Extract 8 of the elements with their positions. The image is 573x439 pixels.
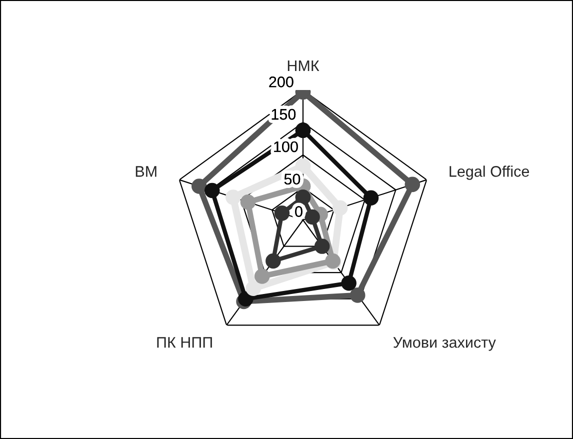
spoke-label: ПК НПП xyxy=(157,337,212,348)
spoke-label: Legal Office xyxy=(450,166,530,180)
y-tick-label: 200 xyxy=(269,76,294,88)
y-tick-label: 50 xyxy=(284,174,300,185)
spoke-label: Умови захисту xyxy=(393,337,496,351)
spoke-label: НМК xyxy=(288,60,320,72)
y-tick-label: 0 xyxy=(295,206,302,217)
spoke-label: ВМ xyxy=(136,166,156,177)
